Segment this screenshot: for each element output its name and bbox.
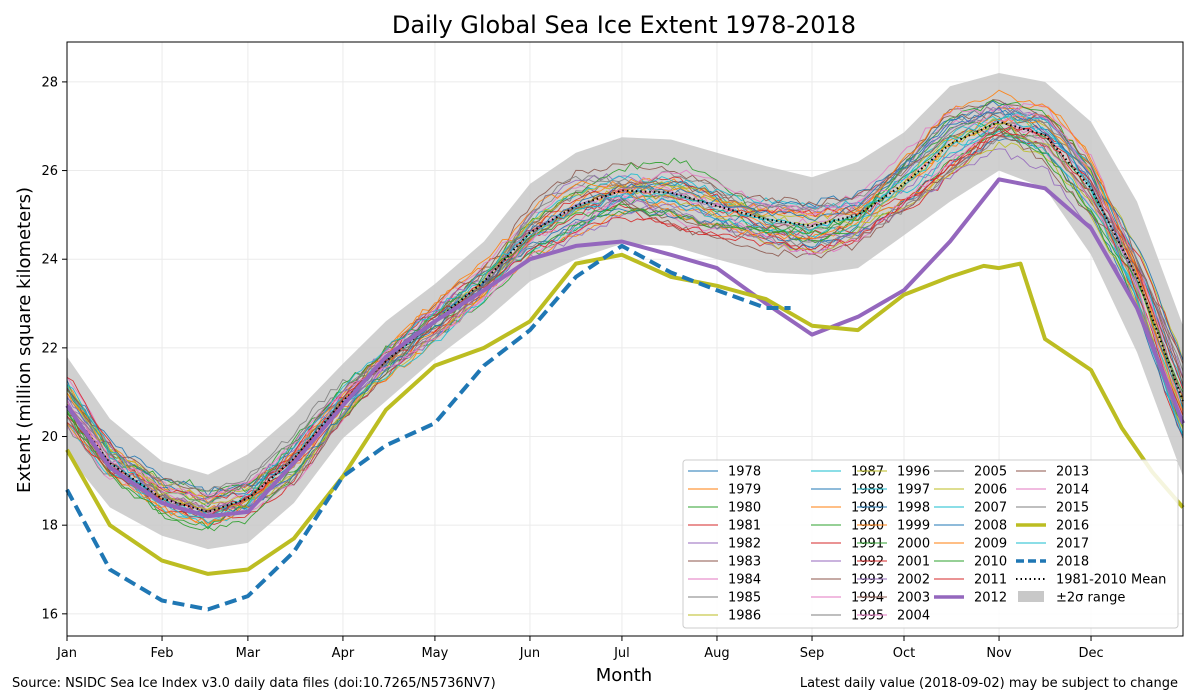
legend-label: 1995: [851, 609, 884, 624]
legend-label: 2008: [974, 519, 1007, 534]
chart-title: Daily Global Sea Ice Extent 1978-2018: [392, 11, 856, 39]
legend-label: 2000: [897, 537, 930, 552]
legend-label: 1978: [728, 465, 761, 480]
legend-label: 1986: [728, 609, 761, 624]
legend-label: 2018: [1056, 555, 1089, 570]
series-line-2012: [65, 177, 1185, 519]
legend-label: ±2σ range: [1056, 591, 1125, 606]
legend-label: 2009: [974, 537, 1007, 552]
legend-label: 1985: [728, 591, 761, 606]
legend-label: 1983: [728, 555, 761, 570]
x-axis-label: Month: [596, 665, 652, 686]
legend-label: 1982: [728, 537, 761, 552]
x-tick-label: Feb: [151, 646, 174, 661]
series-line-2014: [66, 112, 1184, 500]
y-tick-label: 22: [41, 341, 58, 356]
legend-label: 1994: [851, 591, 884, 606]
y-tick-label: 28: [41, 75, 58, 90]
series-line-2005: [66, 109, 1184, 504]
legend-box: [682, 459, 1179, 629]
legend-label: 2013: [1056, 465, 1089, 480]
y-tick-label: 26: [41, 164, 58, 179]
x-tick-label: Oct: [893, 646, 915, 661]
legend-label: 2010: [974, 555, 1007, 570]
legend-label: 2016: [1056, 519, 1089, 534]
legend-label: 2017: [1056, 537, 1089, 552]
legend-label: 2001: [897, 555, 930, 570]
y-tick-label: 16: [41, 607, 58, 622]
x-tick-label: Aug: [704, 646, 729, 661]
legend-label: 1980: [728, 501, 761, 516]
legend-label: 1981-2010 Mean: [1056, 573, 1166, 588]
legend-label: 1996: [897, 465, 930, 480]
legend-label: 2014: [1056, 483, 1089, 498]
plot-frame: [66, 41, 1184, 637]
legend-label: 1988: [851, 483, 884, 498]
legend-label: 2015: [1056, 501, 1089, 516]
legend-label: 1989: [851, 501, 884, 516]
x-tick-label: May: [421, 646, 448, 661]
legend-label: 2004: [897, 609, 930, 624]
y-tick-label: 18: [41, 519, 58, 534]
y-tick-label: 24: [41, 253, 58, 268]
legend-label: 1992: [851, 555, 884, 570]
legend-swatch: [1018, 591, 1044, 602]
series-line-1990: [66, 99, 1184, 493]
series-line-2013: [66, 127, 1184, 498]
legend-label: 1998: [897, 501, 930, 516]
y-axis-label: Extent (million square kilometers): [14, 187, 35, 493]
x-tick-label: Sep: [800, 646, 825, 661]
legend-label: 2002: [897, 573, 930, 588]
legend-label: 1981: [728, 519, 761, 534]
x-tick-label: Nov: [986, 646, 1012, 661]
legend-label: 1990: [851, 519, 884, 534]
x-tick-label: Jul: [613, 646, 630, 661]
legend-label: 2011: [974, 573, 1007, 588]
series-line-2000: [66, 121, 1184, 532]
x-tick-label: Jan: [56, 646, 77, 661]
legend-label: 1979: [728, 483, 761, 498]
series-line-1996: [66, 141, 1184, 505]
legend: 1978 1979 1980 1981 1982 1983 1984 1985 1986 1987…: [682, 459, 1179, 629]
series-line-2015: [66, 134, 1184, 492]
legend-label: 1993: [851, 573, 884, 588]
legend-label: 1999: [897, 519, 930, 534]
disclaimer-note: Latest daily value (2018-09-02) may be s…: [799, 676, 1178, 691]
legend-label: 1984: [728, 573, 761, 588]
x-tick-label: Apr: [332, 646, 355, 661]
series-line-2016: [65, 252, 1185, 576]
legend-label: 2012: [974, 591, 1007, 606]
legend-label: 1991: [851, 537, 884, 552]
axis-ticks: Jan Feb Mar Apr May Jun Jul Aug Sep Oct Nov Dec 16 18…: [41, 75, 1103, 661]
x-tick-label: Mar: [236, 646, 261, 661]
legend-label: 2006: [974, 483, 1007, 498]
legend-label: 2003: [897, 591, 930, 606]
series-line-2007: [66, 130, 1184, 524]
legend-label: 1987: [851, 465, 884, 480]
highlighted-series-layer: [65, 120, 1185, 612]
series-line-2017: [66, 115, 1184, 519]
x-tick-label: Jun: [519, 646, 540, 661]
series-line-2018: [65, 243, 791, 612]
x-tick-label: Dec: [1078, 646, 1103, 661]
y-tick-label: 20: [41, 430, 58, 445]
legend-label: 1997: [897, 483, 930, 498]
legend-label: 2005: [974, 465, 1007, 480]
source-note: Source: NSIDC Sea Ice Index v3.0 daily d…: [12, 676, 496, 691]
legend-label: 2007: [974, 501, 1007, 516]
